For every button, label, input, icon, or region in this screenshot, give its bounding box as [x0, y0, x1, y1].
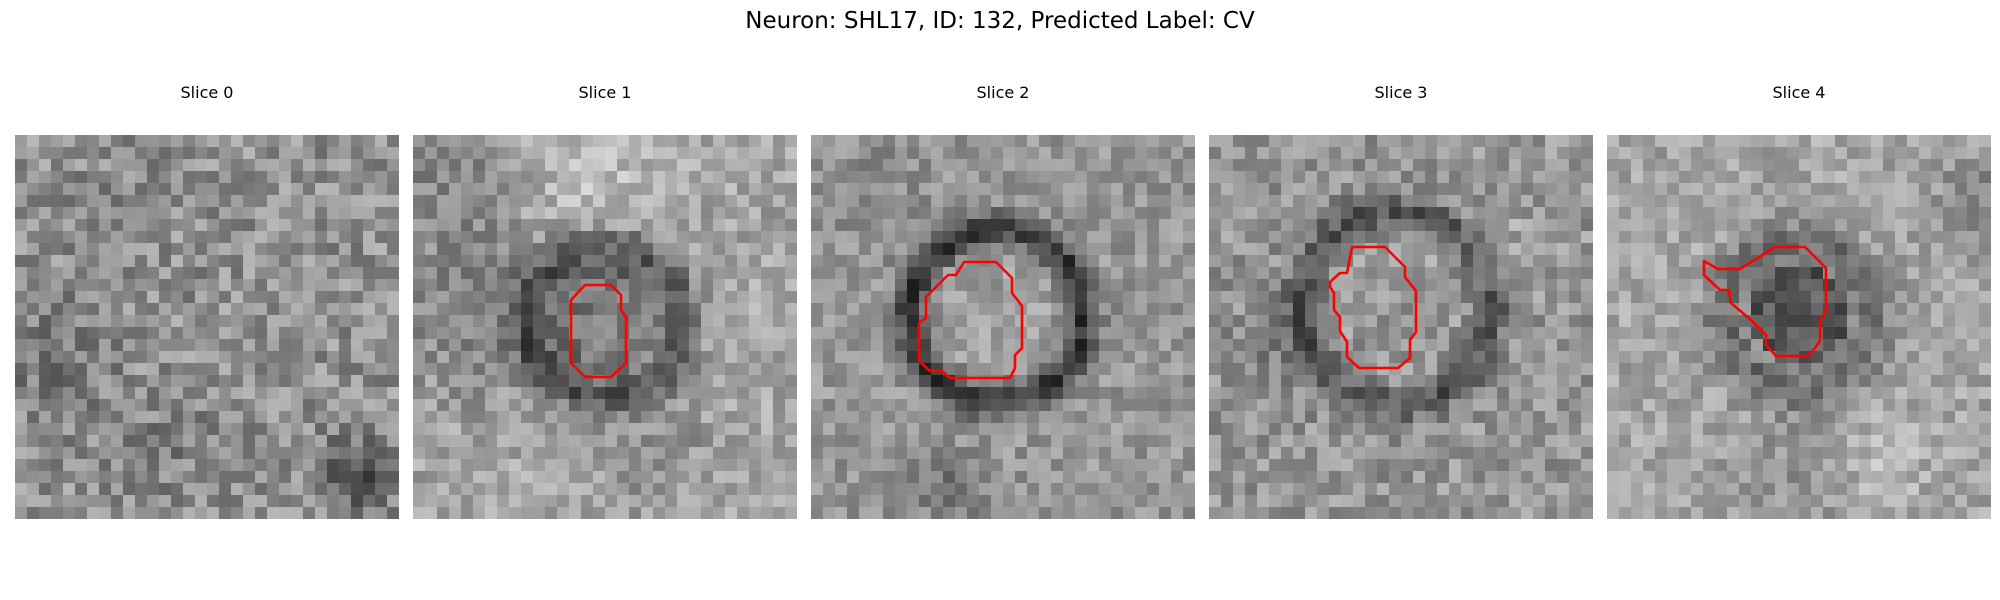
slice-image: [413, 135, 797, 519]
figure-title: Neuron: SHL17, ID: 132, Predicted Label:…: [745, 8, 1255, 34]
slice-title: Slice 3: [1374, 83, 1428, 102]
slice-image: [15, 135, 399, 519]
slice-title: Slice 2: [976, 83, 1030, 102]
slice-title: Slice 4: [1772, 83, 1826, 102]
slice-image: [1209, 135, 1593, 519]
slice-title: Slice 0: [180, 83, 234, 102]
slice-image: [1607, 135, 1991, 519]
slice-image: [811, 135, 1195, 519]
slice-title: Slice 1: [578, 83, 632, 102]
